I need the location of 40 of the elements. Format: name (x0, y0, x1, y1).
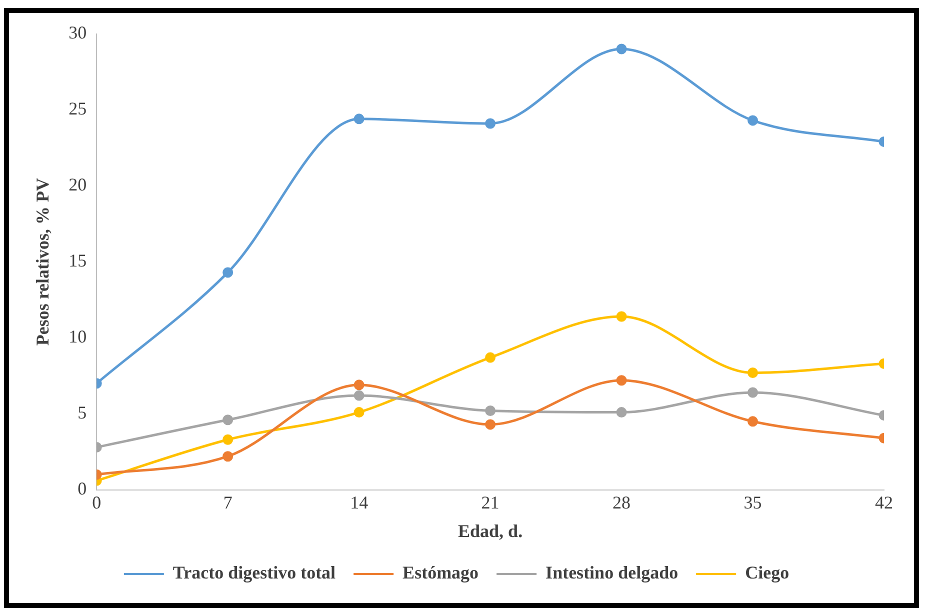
point (222, 451, 234, 462)
point (485, 419, 496, 430)
legend-label: Estómago (402, 562, 479, 583)
x-axis-title: Edad, d. (458, 520, 523, 541)
legend-label: Ciego (745, 562, 790, 583)
x-tick-label: 21 (481, 492, 500, 512)
y-axis-title: Pesos relativos, % PV (32, 178, 52, 346)
y-tick-label: 15 (68, 250, 87, 271)
legend-label: Intestino delgado (546, 562, 678, 583)
y-tick-label: 30 (68, 22, 87, 43)
point (616, 407, 627, 418)
point (354, 380, 364, 390)
x-tick-label: 0 (92, 492, 102, 512)
y-tick-label: 20 (68, 174, 87, 195)
y-tick-label: 25 (68, 98, 87, 119)
y-tick-label: 10 (68, 326, 87, 347)
point (222, 267, 234, 278)
point (748, 368, 758, 378)
point (354, 407, 364, 418)
point (748, 115, 758, 126)
y-tick-label: 0 (78, 478, 87, 499)
point (748, 387, 758, 398)
point (616, 375, 627, 386)
y-tick-label: 5 (78, 402, 87, 423)
point (485, 118, 496, 129)
point (222, 434, 234, 445)
point (485, 352, 496, 363)
x-tick-label: 35 (744, 492, 762, 512)
point (748, 416, 758, 427)
legend-label: Tracto digestivo total (172, 562, 336, 583)
point (354, 390, 364, 401)
point (616, 44, 627, 54)
x-tick-label: 14 (350, 492, 368, 512)
x-tick-label: 28 (612, 492, 631, 512)
x-tick-label: 42 (875, 492, 893, 512)
point (485, 406, 496, 416)
x-tick-label: 7 (223, 492, 232, 512)
point (222, 414, 234, 426)
point (616, 311, 627, 322)
point (354, 114, 364, 124)
